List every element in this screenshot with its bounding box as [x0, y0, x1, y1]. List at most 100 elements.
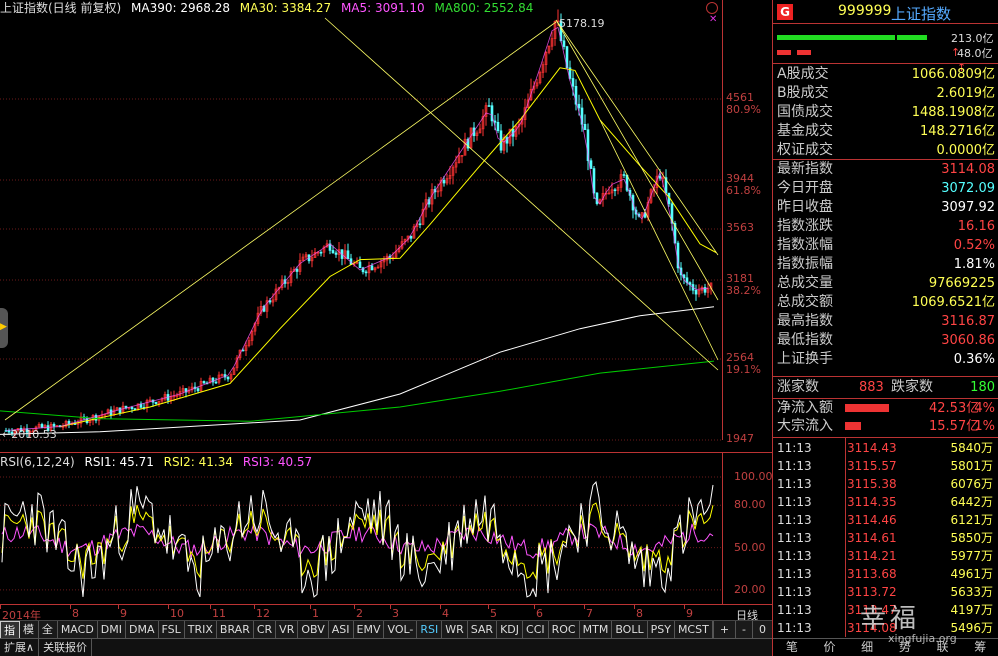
quote-row-label: 国债成交 [777, 104, 833, 120]
candle-body [40, 424, 44, 428]
tab-mtm[interactable]: MTM [580, 621, 613, 639]
candle-body [616, 187, 620, 191]
candle-body [454, 162, 458, 168]
quote-footer-tabs: 笔价细势联筹 [773, 638, 998, 656]
chart-settings-icon[interactable] [706, 2, 718, 14]
tab-psy[interactable]: PSY [648, 621, 675, 639]
tick-volume: 5801万 [950, 459, 993, 473]
quote-row-label: 最高指数 [777, 313, 833, 329]
tab-sar[interactable]: SAR [468, 621, 498, 639]
date-tick-mark [70, 605, 71, 609]
date-tick-mark [254, 605, 255, 609]
quote-row: A股成交 1066.0809亿 [773, 65, 998, 84]
footer-tab[interactable]: 笔 [785, 640, 798, 654]
zoom-controls: + -0 [712, 621, 772, 638]
candle-body [271, 299, 275, 303]
tab-dmi[interactable]: DMI [98, 621, 127, 639]
candle-body [478, 128, 482, 134]
date-tick-label: 9 [120, 607, 127, 620]
zoom-button[interactable]: + [712, 621, 735, 638]
tab-macd[interactable]: MACD [58, 621, 98, 639]
quote-badge[interactable]: G [777, 4, 793, 20]
candle-body [274, 288, 278, 301]
candle-body [10, 431, 14, 434]
candle-body [220, 374, 224, 376]
footer-tab[interactable]: 势 [898, 640, 911, 654]
tab-roc[interactable]: ROC [549, 621, 580, 639]
tab-模板[interactable]: 模板 [20, 621, 39, 653]
footer-tab[interactable]: 价 [823, 640, 836, 654]
tab-asi[interactable]: ASI [329, 621, 354, 639]
bottom-link[interactable]: 关联报价 [39, 639, 93, 656]
quote-row-label: 总成交额 [777, 294, 833, 310]
tab-指标[interactable]: 指标 [0, 621, 20, 654]
candle-body [4, 430, 8, 432]
candle-body [211, 377, 215, 383]
price-chart-svg[interactable] [0, 0, 722, 452]
date-tick-label: 11 [212, 607, 226, 620]
tab-vol-tdx[interactable]: VOL-TDX [384, 621, 418, 653]
candle-body [436, 190, 440, 193]
zoom-button[interactable]: 0 [752, 621, 772, 638]
tab-boll[interactable]: BOLL [612, 621, 648, 639]
candle-body [595, 192, 599, 204]
tab-trix[interactable]: TRIX [185, 621, 217, 639]
trend-line [4, 21, 557, 421]
candle-body [238, 349, 242, 359]
footer-tab[interactable]: 联 [936, 640, 949, 654]
candle-body [649, 189, 653, 203]
kline-chart-area[interactable]: 上证指数(日线 前复权) MA390: 2968.28 MA30: 3384.2… [0, 0, 773, 656]
candle-body [181, 388, 185, 392]
tab-全部[interactable]: 全部 [39, 621, 58, 653]
candle-body [265, 300, 269, 312]
ma390-line [0, 306, 715, 435]
candle-body [529, 88, 533, 101]
tab-fsl[interactable]: FSL [159, 621, 185, 639]
zoom-button[interactable]: - [735, 621, 752, 638]
footer-tab[interactable]: 筹 [974, 640, 987, 654]
candle-body [244, 345, 248, 351]
bottom-link[interactable]: 扩展∧ [0, 639, 40, 656]
date-tick-label: 6 [536, 607, 543, 620]
close-x-icon[interactable]: ✕ [709, 14, 718, 25]
tab-vr[interactable]: VR [276, 621, 299, 639]
candle-body [22, 428, 26, 432]
trend-lines [4, 17, 719, 421]
candle-body [475, 132, 479, 137]
period-label[interactable]: 日线 [736, 609, 758, 622]
tab-cr[interactable]: CR [254, 621, 277, 639]
quote-title-bar: G 999999 上证指数 [773, 0, 998, 24]
tab-kdj[interactable]: KDJ [497, 621, 524, 639]
tab-obv[interactable]: OBV [298, 621, 329, 639]
quote-name: 上证指数 [891, 5, 952, 23]
candle-body [442, 179, 446, 184]
candle-body [301, 256, 305, 261]
tick-time: 11:13 [777, 603, 812, 617]
tab-brar[interactable]: BRAR [217, 621, 254, 639]
quote-row: 国债成交 1488.1908亿 [773, 103, 998, 122]
date-tick-label: 5 [490, 607, 497, 620]
tick-time: 11:13 [777, 495, 812, 509]
tab-rsi[interactable]: RSI [417, 621, 443, 639]
rsi-tick-label: 80.00 [734, 498, 766, 512]
footer-tab[interactable]: 细 [861, 640, 874, 654]
tab-mcst[interactable]: MCST [675, 621, 713, 639]
date-tick-mark [390, 605, 391, 609]
rsi-chart-svg[interactable] [0, 470, 722, 604]
quote-row-label: 指数振幅 [777, 256, 833, 272]
rsi1-label: RSI1: 45.71 [84, 455, 154, 469]
date-tick-mark [168, 605, 169, 609]
tick-price: 3114.43 [847, 441, 897, 455]
candle-body [298, 260, 302, 272]
candle-body [289, 271, 293, 283]
tick-time: 11:13 [777, 621, 812, 635]
quote-row-value: 3097.92 [941, 200, 995, 215]
side-expand-handle[interactable] [0, 308, 8, 348]
tab-cci[interactable]: CCI [523, 621, 549, 639]
candle-body [379, 261, 383, 268]
divider [773, 159, 998, 160]
tab-emv[interactable]: EMV [354, 621, 385, 639]
tab-dma[interactable]: DMA [126, 621, 159, 639]
tab-wr[interactable]: WR [442, 621, 468, 639]
candle-body [703, 287, 707, 293]
